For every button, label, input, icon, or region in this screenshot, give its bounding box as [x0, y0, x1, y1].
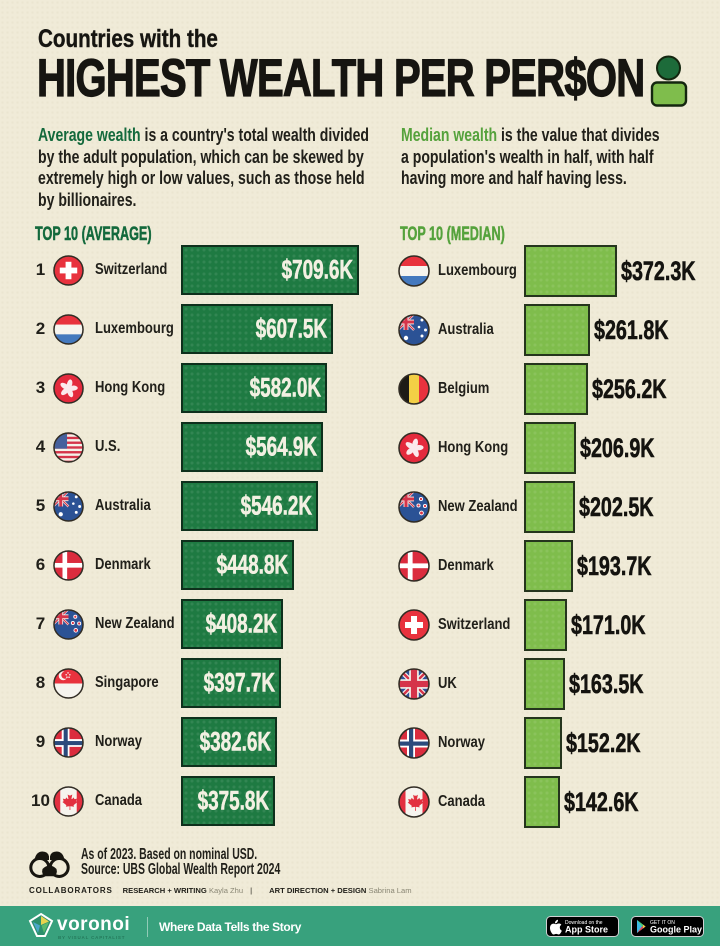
- svg-text:Google Play: Google Play: [650, 925, 702, 935]
- svg-text:Download on the: Download on the: [565, 920, 603, 926]
- svg-text:App Store: App Store: [565, 925, 608, 935]
- svg-text:GET IT ON: GET IT ON: [650, 920, 675, 926]
